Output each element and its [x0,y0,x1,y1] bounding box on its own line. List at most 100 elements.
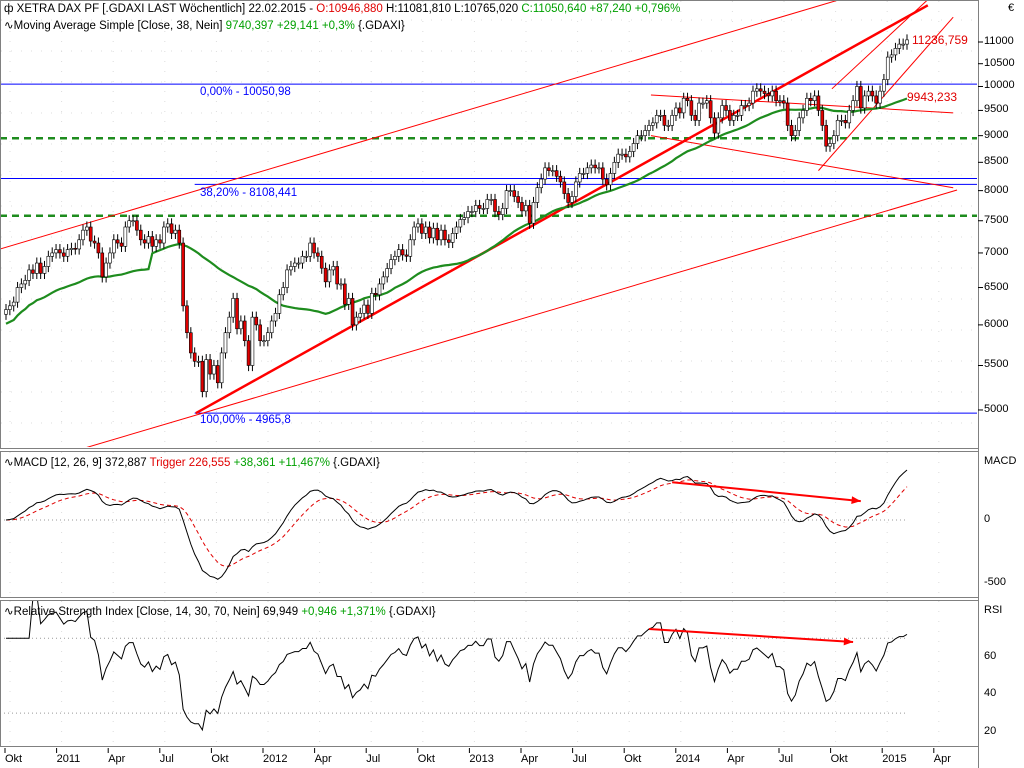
candle-body [874,95,878,104]
candle [616,148,621,168]
candle-body [423,226,428,234]
candle-body [473,205,478,212]
candle-body [855,86,859,101]
trendlines [1,1,958,447]
candle-body [808,97,813,101]
candle [50,247,55,262]
candle-body [162,226,166,244]
candle [8,300,12,316]
candle [385,262,389,283]
candle-body [85,226,89,231]
candle [131,215,135,227]
candle [69,242,74,256]
candle-body [181,242,185,307]
candle-body [812,95,817,101]
candle [127,215,132,233]
candle [735,109,740,121]
candle-body [389,259,393,269]
candle-body [500,208,505,215]
candle [54,244,58,259]
candle-body [327,269,332,283]
candle [681,92,686,119]
time-tick: Jul [366,753,381,765]
candle [635,130,640,150]
candle [4,304,8,320]
candle [423,221,428,239]
candle [435,222,440,246]
candle-body [443,229,447,241]
candle-body [527,205,532,224]
time-tick: Apr [108,753,126,765]
candle [285,264,289,294]
candle-body [227,316,232,334]
candle-body [319,255,324,269]
candle [593,159,597,174]
candle [808,92,813,107]
candle [443,224,447,246]
candle-body [146,236,151,244]
candle [789,119,794,142]
candle [608,167,613,191]
candle-body [570,196,574,203]
candle [581,167,586,180]
candle [812,90,817,107]
instrument-title: XETRA DAX PF [.GDAXI LAST Wöchentlich] 2… [16,3,314,15]
candle [266,327,270,347]
candle-body [362,304,366,314]
candle [250,311,255,372]
candle [219,347,224,389]
candle-body [508,190,513,192]
candle [597,162,601,174]
candle-body [123,226,128,247]
candle [674,102,678,121]
candle-body [196,360,201,363]
candle-body [866,90,871,97]
high-label: 11236,759 [912,33,968,47]
candle-body [154,239,158,247]
candle [708,95,713,124]
candle-body [897,43,902,49]
candle [19,278,24,294]
time-tick: 2013 [469,753,494,765]
candle-body [805,97,809,111]
candle-body [292,262,297,267]
time-tick: Okt [417,753,435,765]
price-tick: 9000 [984,128,1009,141]
candle-body [758,88,763,92]
candle-body [65,249,70,257]
candle-body [73,247,78,250]
candle [851,95,855,117]
candle-body [138,229,143,241]
candle [323,262,328,288]
candlestick-icon: ф [4,3,17,15]
candle-body [219,352,224,384]
candle [820,104,825,132]
candle [58,244,62,259]
panel-frame [0,451,979,598]
candle-body [751,90,755,104]
candle [146,230,151,249]
candle [61,247,66,262]
trendline [1,1,837,250]
candle [574,176,578,203]
price-tick: 6000 [984,317,1009,330]
candle [477,199,482,215]
candle [797,112,801,137]
candle [701,97,705,109]
candle [828,137,832,152]
close-value: C:11050,640 +87,240 +0,796% [521,3,681,15]
candle-body [96,242,101,254]
candle-body [285,269,289,288]
candle-body [435,227,440,241]
candle-body [416,223,420,228]
candle-body [108,252,112,264]
candle-body [889,54,894,58]
candle [620,148,624,160]
candle-body [11,301,16,307]
candle [88,221,93,247]
candle [654,109,659,129]
candle [115,234,120,249]
time-tick: 2015 [882,753,907,765]
candle [504,185,509,215]
